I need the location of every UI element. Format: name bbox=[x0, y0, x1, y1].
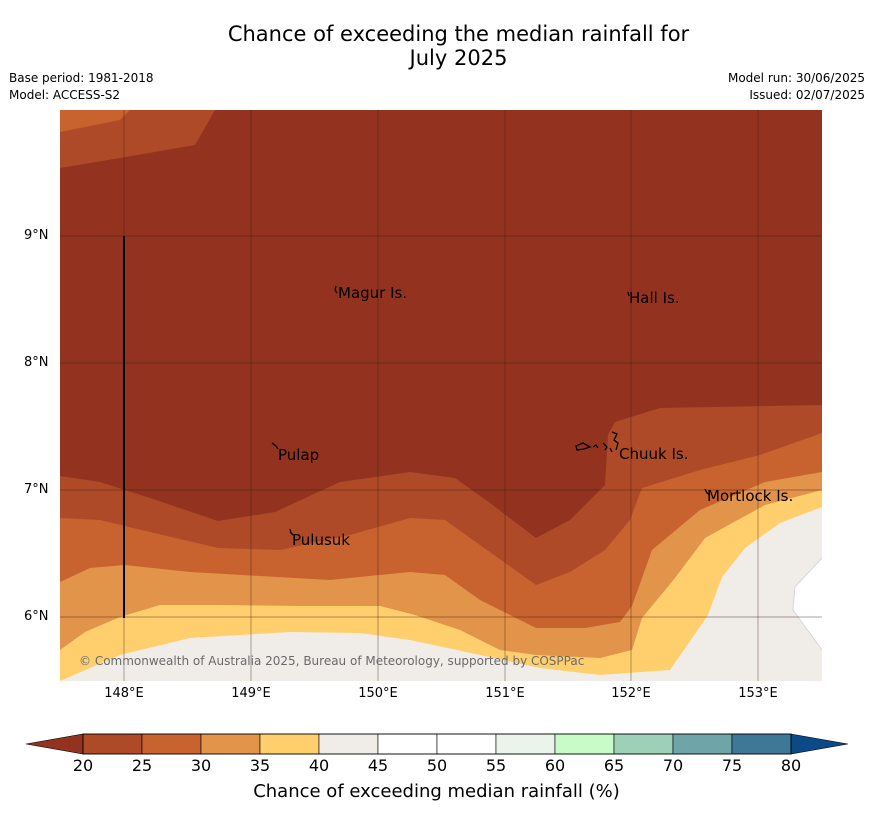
colorbar-segment bbox=[377, 733, 438, 755]
colorbar-tick-label: 65 bbox=[603, 756, 625, 775]
meta-right: Model run: 30/06/2025 Issued: 02/07/2025 bbox=[728, 70, 865, 104]
x-tick-151: 151°E bbox=[485, 686, 525, 701]
map-svg: Magur Is. Hall Is. Pulap Chuuk Is. Mortl… bbox=[60, 110, 822, 681]
band-35-40 bbox=[60, 490, 822, 681]
band-25-30-top bbox=[60, 110, 130, 132]
island-outlines bbox=[271, 285, 711, 536]
x-tick-152: 152°E bbox=[611, 686, 651, 701]
colorbar-under-arrow bbox=[25, 733, 84, 755]
place-pulusuk: Pulusuk bbox=[292, 531, 350, 549]
band-45-55 bbox=[793, 558, 822, 650]
model-text: Model: ACCESS-S2 bbox=[9, 88, 121, 102]
colorbar-segment bbox=[613, 733, 674, 755]
colorbar-segment bbox=[554, 733, 615, 755]
colorbar-tick-label: 70 bbox=[662, 756, 684, 775]
colorbar-tick-label: 55 bbox=[485, 756, 507, 775]
y-tick-8n: 8°N bbox=[24, 355, 49, 370]
place-magur: Magur Is. bbox=[338, 284, 407, 302]
map-title: Chance of exceeding the median rainfall … bbox=[0, 22, 873, 70]
title-line-2: July 2025 bbox=[409, 46, 508, 70]
colorbar-tick-label: 35 bbox=[249, 756, 271, 775]
place-chuuk: Chuuk Is. bbox=[619, 445, 688, 463]
colorbar-segment bbox=[495, 733, 556, 755]
y-tick-7n: 7°N bbox=[24, 482, 49, 497]
colorbar-outline bbox=[82, 733, 792, 755]
x-tick-149: 149°E bbox=[231, 686, 271, 701]
colorbar bbox=[25, 733, 849, 755]
colorbar-tick-label: 50 bbox=[426, 756, 448, 775]
colorbar-tick-label: 45 bbox=[367, 756, 389, 775]
colorbar-tick-label: 40 bbox=[308, 756, 330, 775]
colorbar-segment bbox=[259, 733, 320, 755]
copyright-text: © Commonwealth of Australia 2025, Bureau… bbox=[79, 654, 584, 668]
colorbar-segment bbox=[141, 733, 202, 755]
place-mortlock: Mortlock Is. bbox=[707, 487, 793, 505]
x-tick-148: 148°E bbox=[104, 686, 144, 701]
colorbar-tick-label: 25 bbox=[131, 756, 153, 775]
colorbar-tick-label: 30 bbox=[190, 756, 212, 775]
rainfall-map: Magur Is. Hall Is. Pulap Chuuk Is. Mortl… bbox=[60, 110, 822, 681]
y-tick-6n: 6°N bbox=[24, 609, 49, 624]
place-pulap: Pulap bbox=[278, 446, 319, 464]
colorbar-segment bbox=[436, 733, 497, 755]
issued-text: Issued: 02/07/2025 bbox=[749, 88, 865, 102]
colorbar-tick-label: 20 bbox=[72, 756, 94, 775]
band-40-45 bbox=[60, 507, 822, 681]
title-line-1: Chance of exceeding the median rainfall … bbox=[227, 22, 690, 46]
colorbar-tick-label: 80 bbox=[780, 756, 802, 775]
colorbar-segment bbox=[672, 733, 733, 755]
colorbar-segment bbox=[318, 733, 379, 755]
band-20-25-top bbox=[60, 110, 215, 168]
colorbar-over-arrow bbox=[790, 733, 849, 755]
y-tick-9n: 9°N bbox=[24, 228, 49, 243]
band-45-55-contour bbox=[792, 557, 822, 651]
colorbar-label: Chance of exceeding median rainfall (%) bbox=[253, 781, 620, 802]
place-hall: Hall Is. bbox=[629, 289, 680, 307]
meta-left: Base period: 1981-2018 Model: ACCESS-S2 bbox=[9, 70, 154, 104]
x-tick-150: 150°E bbox=[358, 686, 398, 701]
colorbar-segments bbox=[82, 733, 792, 755]
colorbar-segment bbox=[82, 733, 143, 755]
colorbar-tick-label: 75 bbox=[721, 756, 743, 775]
model-run-text: Model run: 30/06/2025 bbox=[727, 71, 865, 85]
x-tick-153: 153°E bbox=[738, 686, 778, 701]
colorbar-segment bbox=[731, 733, 792, 755]
colorbar-segment bbox=[200, 733, 261, 755]
base-period-text: Base period: 1981-2018 bbox=[9, 71, 154, 85]
colorbar-tick-label: 60 bbox=[544, 756, 566, 775]
